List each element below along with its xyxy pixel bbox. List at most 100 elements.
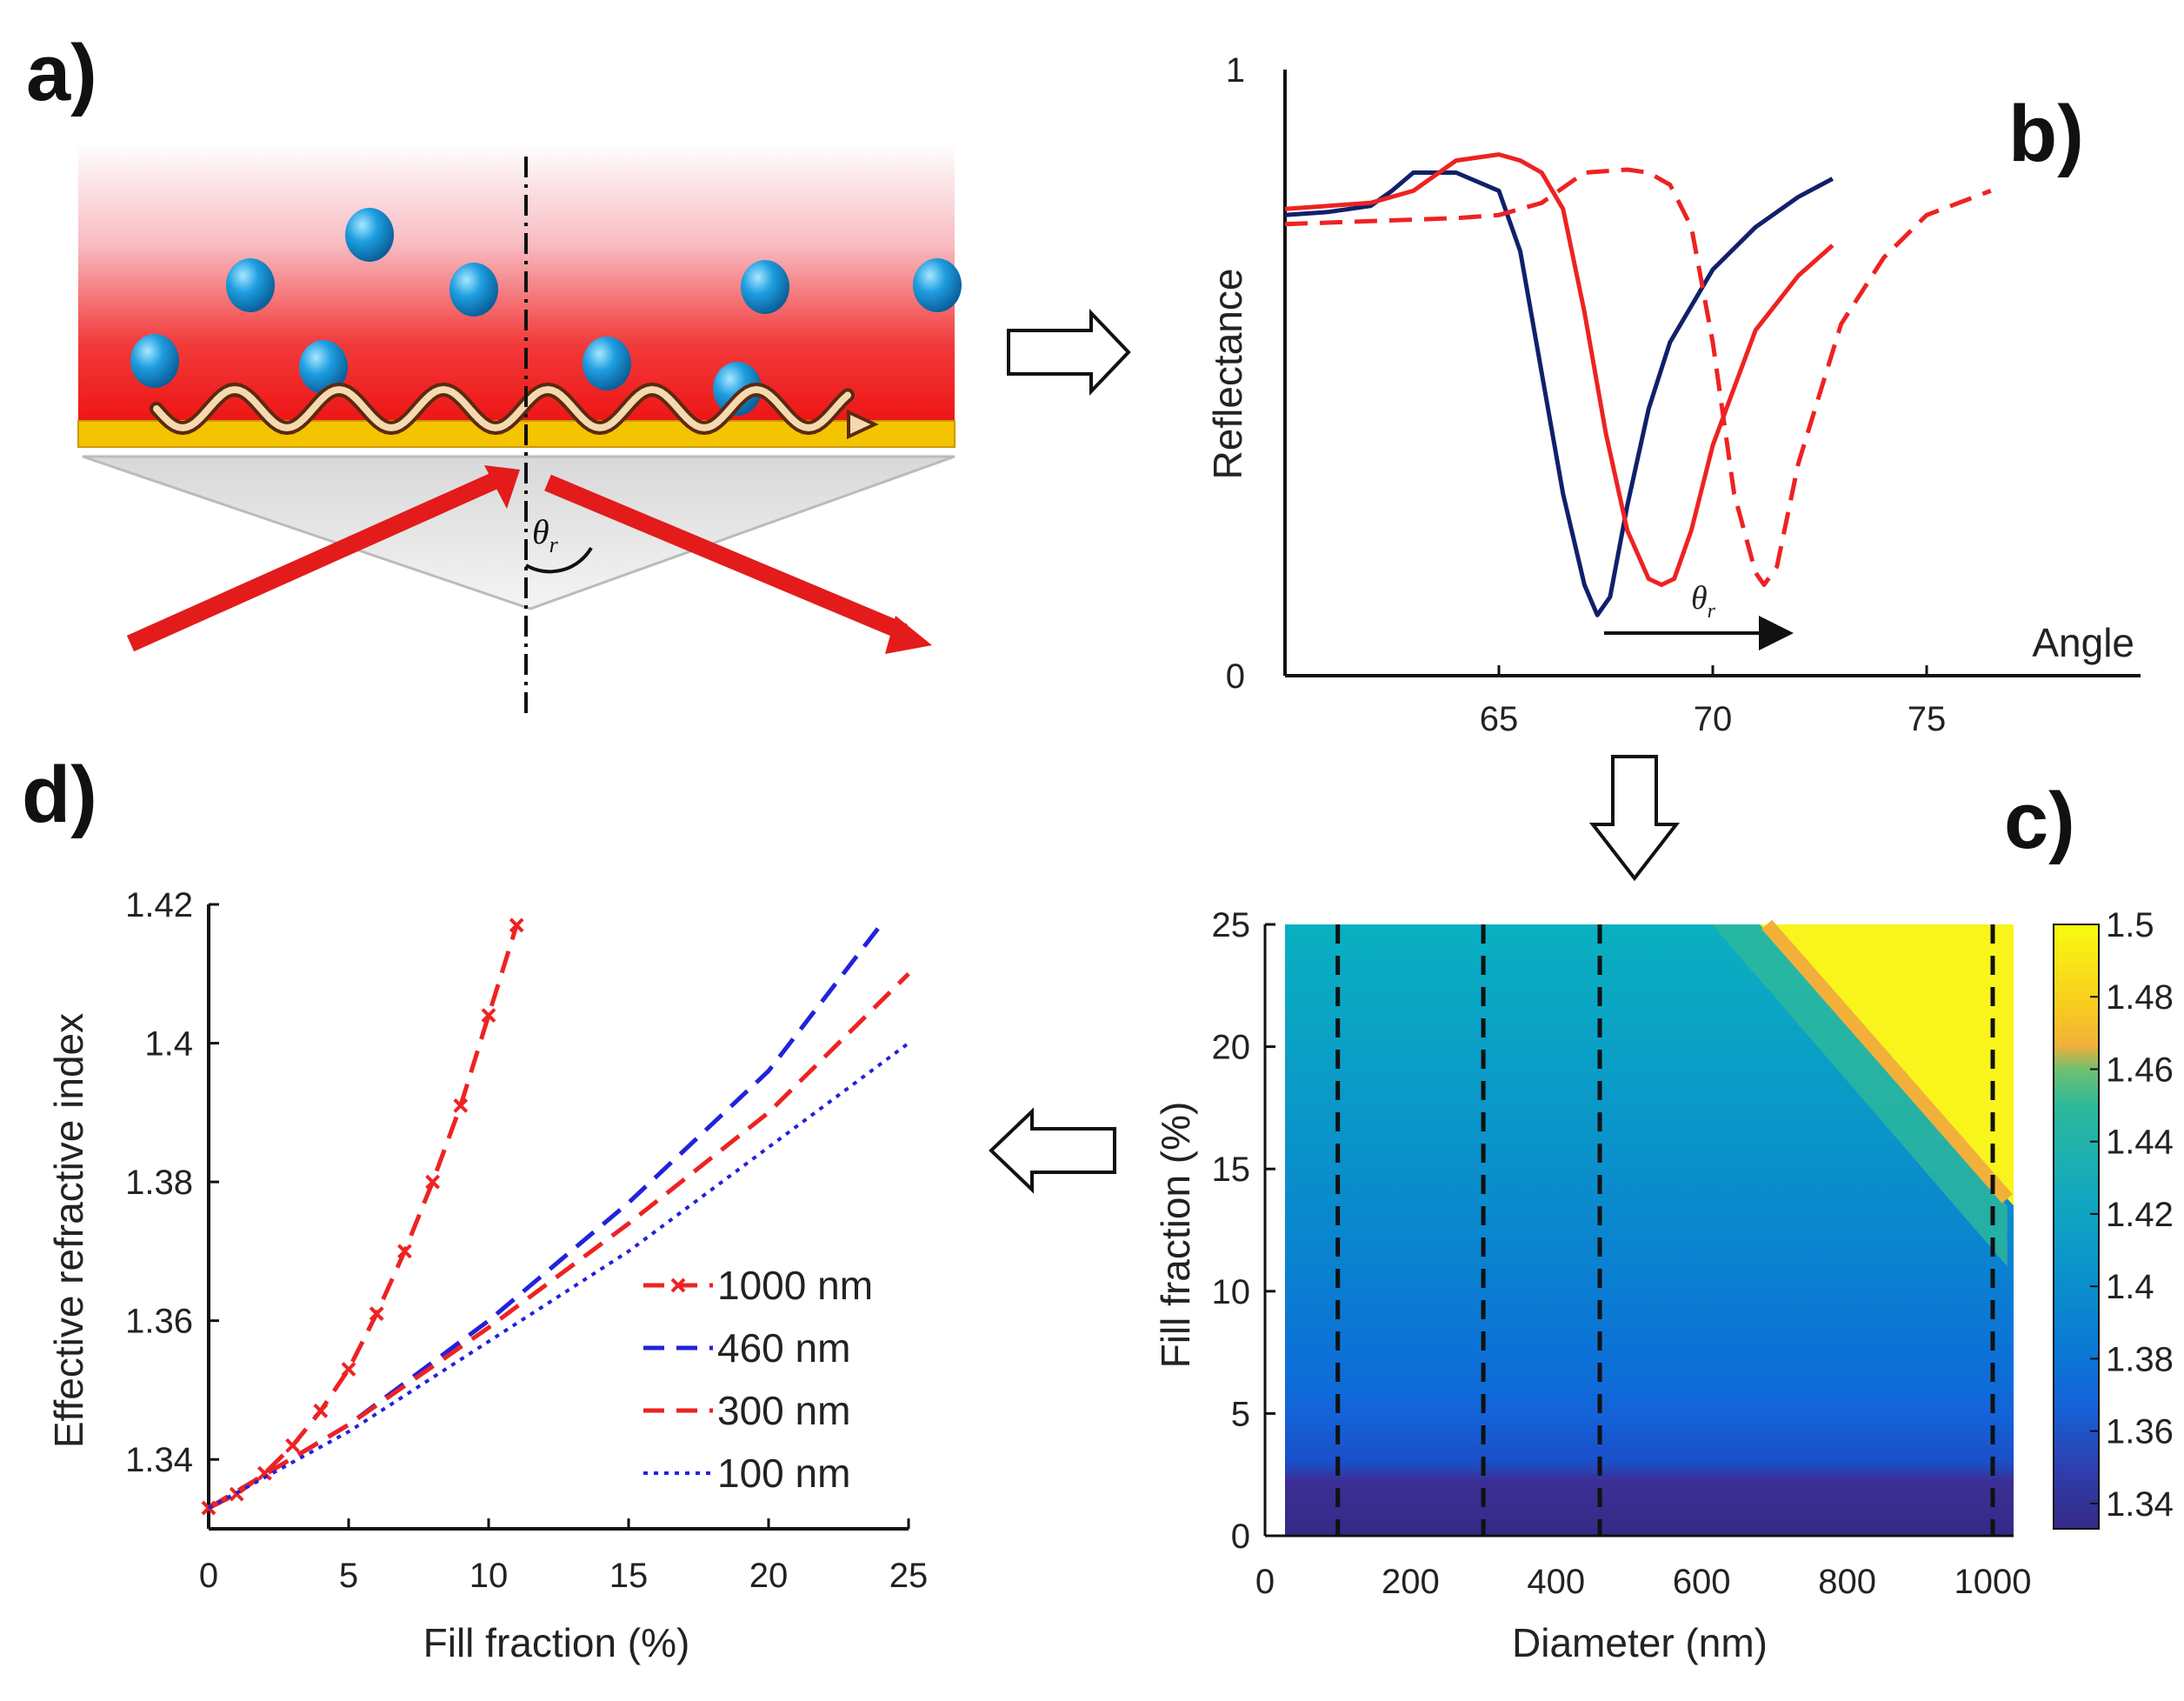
c-x-ticks: 0 200 400 600 800 1000 xyxy=(1255,1563,2032,1601)
reflected-beam-head xyxy=(885,616,932,654)
nanoparticle-dot xyxy=(449,263,498,317)
c-colorbar-tick-label: 1.34 xyxy=(2106,1485,2174,1524)
arrow-down-icon xyxy=(1588,755,1681,882)
d-marker-x xyxy=(256,1465,272,1481)
b-series-shift-2 xyxy=(1284,167,1992,587)
b-x-ticks: 65 70 75 xyxy=(1480,665,1947,738)
arrow-left-icon xyxy=(989,1107,1116,1194)
d-series-group xyxy=(201,917,910,1516)
d-x-tick-label: 25 xyxy=(889,1557,929,1595)
b-y-tick-label: 1 xyxy=(1226,51,1245,90)
nanoparticle-dot xyxy=(713,362,762,416)
d-x-tick-label: 5 xyxy=(339,1557,358,1595)
flow-arrows xyxy=(989,309,1681,1194)
c-x-tick-label: 0 xyxy=(1255,1563,1275,1601)
d-marker-x xyxy=(453,1097,469,1113)
c-colorbar-tick-label: 1.36 xyxy=(2106,1413,2174,1451)
nanoparticle-dot xyxy=(583,337,631,390)
d-series-1000-nm xyxy=(207,924,519,1511)
d-legend-label: 100 nm xyxy=(717,1451,850,1496)
d-y-ticks: 1.34 1.36 1.38 1.4 1.42 xyxy=(125,886,219,1479)
d-y-tick-label: 1.4 xyxy=(144,1025,193,1064)
d-marker-x xyxy=(341,1362,356,1377)
b-series-baseline xyxy=(1284,170,1834,617)
d-y-tick-label: 1.36 xyxy=(125,1303,193,1341)
d-series-460-nm xyxy=(207,924,882,1511)
c-y-tick-label: 5 xyxy=(1231,1395,1250,1433)
d-marker-x xyxy=(481,1008,496,1024)
plasmon-arrowhead xyxy=(847,409,879,440)
d-x-tick-label: 20 xyxy=(749,1557,789,1595)
nanoparticle-dot xyxy=(913,258,962,312)
c-x-tick-label: 1000 xyxy=(1954,1563,2032,1601)
panel-label-d: d) xyxy=(22,750,97,839)
d-x-tick-label: 0 xyxy=(199,1557,218,1595)
nanoparticle-dot xyxy=(345,208,394,262)
sample-layer xyxy=(78,143,955,430)
c-colorbar-tick-label: 1.42 xyxy=(2106,1196,2174,1234)
d-legend-marker xyxy=(670,1277,686,1293)
c-colorbar-tick-label: 1.4 xyxy=(2106,1268,2154,1306)
c-heatmap-empty-strip xyxy=(1265,924,1285,1536)
incident-beam-head xyxy=(484,465,520,509)
c-heatmap-band xyxy=(1712,924,2008,1267)
c-x-axis-title: Diameter (nm) xyxy=(1512,1620,1768,1665)
d-x-tick-label: 10 xyxy=(469,1557,509,1595)
d-marker-x xyxy=(313,1403,329,1418)
nanoparticle-dot xyxy=(741,260,789,314)
nanoparticle-dot xyxy=(299,340,348,394)
c-colorbar xyxy=(2053,924,2100,1530)
b-y-axis-title: Reflectance xyxy=(1205,269,1250,480)
c-y-tick-label: 20 xyxy=(1212,1029,1251,1067)
d-marker-x xyxy=(396,1244,412,1259)
c-colorbar-tick-label: 1.46 xyxy=(2106,1051,2174,1089)
d-y-axis-title: Effective refractive index xyxy=(46,1013,91,1448)
d-legend: 1000 nm 460 nm 300 nm 100 nm xyxy=(643,1263,873,1496)
plasmon-wave xyxy=(153,385,851,432)
d-x-axis-title: Fill fraction (%) xyxy=(423,1620,690,1665)
d-legend-label: 460 nm xyxy=(717,1325,850,1371)
c-colorbar-tick-label: 1.38 xyxy=(2106,1340,2174,1378)
c-y-ticks: 0 5 10 15 20 25 xyxy=(1212,906,1275,1556)
b-x-tick-label: 75 xyxy=(1908,700,1947,738)
c-x-tick-label: 200 xyxy=(1382,1563,1440,1601)
d-marker-x xyxy=(425,1174,441,1190)
d-legend-label: 300 nm xyxy=(717,1388,850,1433)
d-legend-label: 1000 nm xyxy=(717,1263,873,1308)
theta-label-a: θr xyxy=(532,512,559,557)
c-y-tick-label: 15 xyxy=(1212,1151,1251,1189)
angle-arc xyxy=(525,546,593,574)
b-theta-label: θr xyxy=(1691,580,1716,623)
c-x-tick-label: 600 xyxy=(1673,1563,1731,1601)
c-x-tick-label: 800 xyxy=(1818,1563,1876,1601)
d-y-tick-label: 1.42 xyxy=(125,886,193,924)
panel-d: d) 0 5 10 15 20 25 1.34 1.36 1.38 1.4 1.42 Effect… xyxy=(22,750,928,1665)
nanoparticle-dot xyxy=(130,334,179,388)
b-y-tick-label: 0 xyxy=(1226,657,1245,696)
panel-label-a: a) xyxy=(26,29,97,117)
incident-beam xyxy=(126,470,504,652)
d-marker-x xyxy=(369,1306,384,1322)
b-x-tick-label: 70 xyxy=(1694,700,1733,738)
nanoparticle-dot xyxy=(226,258,275,312)
prism xyxy=(82,455,956,610)
b-series-group xyxy=(1284,152,1992,617)
arrow-right-icon xyxy=(1007,309,1131,396)
d-y-tick-label: 1.38 xyxy=(125,1164,193,1202)
d-marker-x xyxy=(509,917,524,933)
b-series-shift-1 xyxy=(1284,152,1834,587)
nanoparticles xyxy=(130,208,962,416)
c-colorbar-ticks: 1.5 1.48 1.46 1.44 1.42 1.4 1.38 1.36 1.34 xyxy=(2090,906,2174,1524)
b-x-tick-label: 65 xyxy=(1480,700,1519,738)
d-marker-x xyxy=(285,1438,301,1453)
c-colorbar-tick-label: 1.48 xyxy=(2106,978,2174,1017)
panel-a: a) θr xyxy=(26,29,962,713)
c-y-tick-label: 0 xyxy=(1231,1518,1250,1556)
c-y-tick-label: 10 xyxy=(1212,1273,1251,1311)
d-x-tick-label: 15 xyxy=(609,1557,649,1595)
c-heatmap-edge xyxy=(1761,919,2013,1204)
c-dashed-lines xyxy=(1335,924,1995,1536)
d-series-100-nm xyxy=(208,1041,910,1510)
d-x-ticks: 0 5 10 15 20 25 xyxy=(199,1518,928,1595)
